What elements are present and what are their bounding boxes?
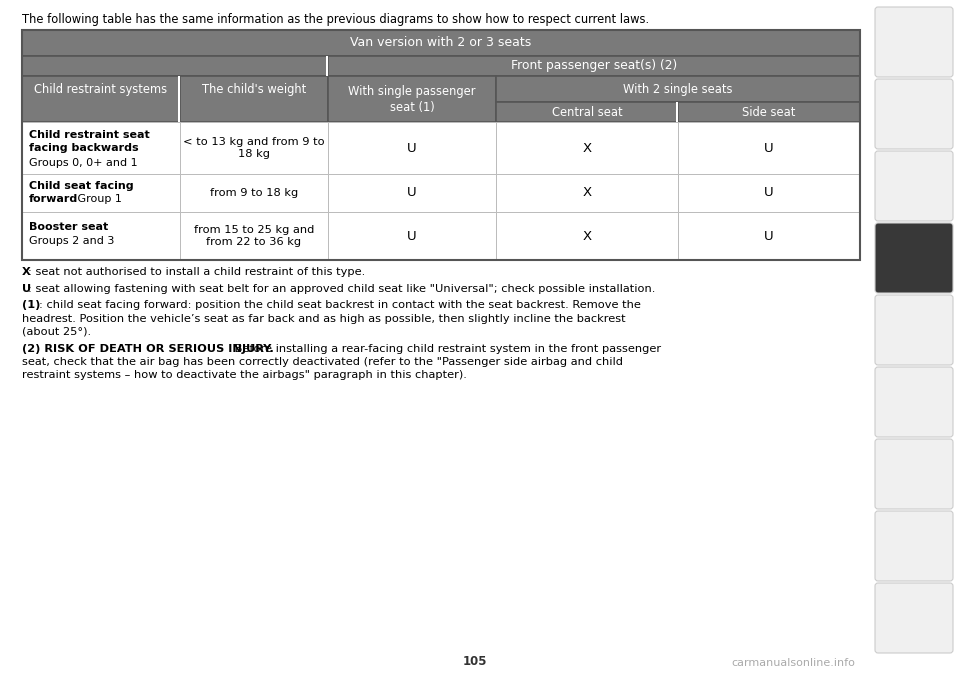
Text: Groups 0, 0+ and 1: Groups 0, 0+ and 1 xyxy=(29,158,137,168)
Text: X: X xyxy=(22,267,31,277)
Text: Child seat facing: Child seat facing xyxy=(29,181,133,191)
Text: : seat not authorised to install a child restraint of this type.: : seat not authorised to install a child… xyxy=(28,267,365,277)
Text: Central seat: Central seat xyxy=(552,106,622,119)
Bar xyxy=(328,212,496,260)
FancyBboxPatch shape xyxy=(875,79,953,149)
Bar xyxy=(496,174,678,212)
FancyBboxPatch shape xyxy=(875,7,953,77)
Text: U: U xyxy=(407,142,417,155)
Bar xyxy=(22,30,860,56)
FancyBboxPatch shape xyxy=(875,295,953,365)
Bar xyxy=(178,76,180,122)
Bar xyxy=(328,76,496,122)
Text: from 9 to 18 kg: from 9 to 18 kg xyxy=(210,188,299,198)
Text: X: X xyxy=(583,186,591,199)
Text: U: U xyxy=(764,229,774,243)
Text: (1): (1) xyxy=(22,300,40,310)
Bar xyxy=(678,212,860,260)
Text: Child restraint systems: Child restraint systems xyxy=(35,83,168,96)
Bar xyxy=(180,212,328,260)
Text: U: U xyxy=(764,186,774,199)
Bar xyxy=(678,122,860,174)
Text: Before installing a rear-facing child restraint system in the front passenger: Before installing a rear-facing child re… xyxy=(230,344,660,353)
Text: U: U xyxy=(764,142,774,155)
Text: U: U xyxy=(407,229,417,243)
Text: Van version with 2 or 3 seats: Van version with 2 or 3 seats xyxy=(350,37,532,49)
Text: forward: forward xyxy=(29,194,79,204)
Text: U: U xyxy=(22,283,31,294)
Bar xyxy=(678,102,860,122)
Bar xyxy=(496,76,860,102)
FancyBboxPatch shape xyxy=(875,367,953,437)
Text: Groups 2 and 3: Groups 2 and 3 xyxy=(29,236,114,246)
Bar xyxy=(328,174,496,212)
Bar xyxy=(328,122,496,174)
Text: X: X xyxy=(583,229,591,243)
Text: The child's weight: The child's weight xyxy=(202,83,306,96)
Text: Side seat: Side seat xyxy=(742,106,796,119)
Text: Front passenger seat(s) (2): Front passenger seat(s) (2) xyxy=(511,60,677,73)
Bar xyxy=(22,30,860,260)
FancyBboxPatch shape xyxy=(875,151,953,221)
Text: Group 1: Group 1 xyxy=(74,194,122,204)
Text: restraint systems – how to deactivate the airbags" paragraph in this chapter).: restraint systems – how to deactivate th… xyxy=(22,370,467,380)
Text: : seat allowing fastening with seat belt for an approved child seat like "Univer: : seat allowing fastening with seat belt… xyxy=(28,283,655,294)
Bar xyxy=(678,174,860,212)
Bar xyxy=(22,122,180,174)
FancyBboxPatch shape xyxy=(875,511,953,581)
Bar xyxy=(496,212,678,260)
Text: headrest. Position the vehicle’s seat as far back and as high as possible, then : headrest. Position the vehicle’s seat as… xyxy=(22,313,626,323)
Text: With single passenger
seat (1): With single passenger seat (1) xyxy=(348,85,476,113)
Bar xyxy=(22,56,328,76)
Bar xyxy=(496,102,678,122)
Text: carmanualsonline.info: carmanualsonline.info xyxy=(732,658,855,668)
FancyBboxPatch shape xyxy=(875,223,953,293)
Text: With 2 single seats: With 2 single seats xyxy=(623,83,732,96)
Bar xyxy=(22,174,180,212)
Bar xyxy=(22,76,180,122)
Bar xyxy=(676,102,678,122)
Text: (2) RISK OF DEATH OR SERIOUS INJURY.: (2) RISK OF DEATH OR SERIOUS INJURY. xyxy=(22,344,274,353)
Text: (about 25°).: (about 25°). xyxy=(22,327,91,337)
Bar xyxy=(180,122,328,174)
Bar xyxy=(22,212,180,260)
Text: The following table has the same information as the previous diagrams to show ho: The following table has the same informa… xyxy=(22,13,649,26)
Bar xyxy=(180,76,328,122)
Text: 105: 105 xyxy=(463,655,488,668)
FancyBboxPatch shape xyxy=(875,439,953,509)
Bar xyxy=(180,174,328,212)
Text: from 15 to 25 kg and
from 22 to 36 kg: from 15 to 25 kg and from 22 to 36 kg xyxy=(194,224,314,247)
Text: Booster seat: Booster seat xyxy=(29,222,108,232)
Bar xyxy=(328,56,860,76)
Text: < to 13 kg and from 9 to
18 kg: < to 13 kg and from 9 to 18 kg xyxy=(183,136,324,159)
Text: Child restraint seat
facing backwards: Child restraint seat facing backwards xyxy=(29,130,150,153)
Text: X: X xyxy=(583,142,591,155)
Bar xyxy=(326,56,328,76)
Text: U: U xyxy=(407,186,417,199)
Text: : child seat facing forward: position the child seat backrest in contact with th: : child seat facing forward: position th… xyxy=(39,300,641,310)
Bar xyxy=(496,122,678,174)
FancyBboxPatch shape xyxy=(875,583,953,653)
Text: seat, check that the air bag has been correctly deactivated (refer to the "Passe: seat, check that the air bag has been co… xyxy=(22,357,623,367)
